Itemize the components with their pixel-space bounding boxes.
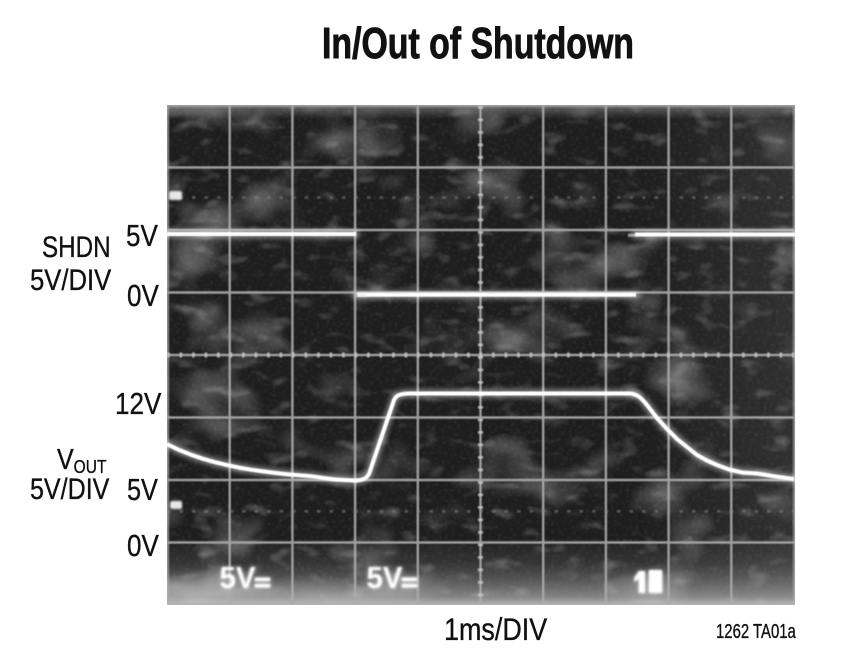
svg-text:5V: 5V: [220, 561, 256, 595]
svg-text:5V: 5V: [220, 561, 256, 595]
svg-text:5V: 5V: [367, 561, 403, 595]
svg-text:5V: 5V: [367, 561, 403, 595]
